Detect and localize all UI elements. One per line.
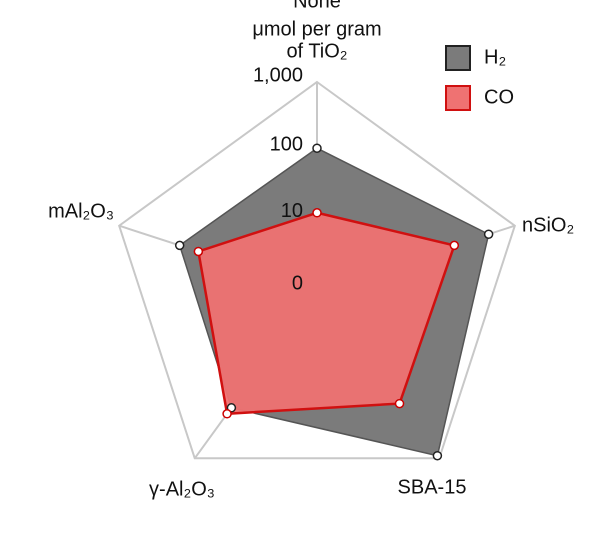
axis-label: mAl₂O₃ bbox=[48, 200, 114, 222]
data-point bbox=[312, 143, 322, 153]
axis-label: γ-Al₂O₃ bbox=[149, 478, 215, 500]
data-point bbox=[174, 240, 185, 251]
series-area bbox=[196, 211, 456, 416]
legend-label: CO bbox=[484, 86, 514, 108]
axis-label: None bbox=[293, 0, 341, 12]
legend-label: H₂ bbox=[484, 46, 506, 68]
legend-swatch bbox=[445, 45, 471, 71]
axis-label: SBA-15 bbox=[398, 476, 467, 498]
grid-ring bbox=[118, 80, 516, 460]
data-point bbox=[394, 398, 405, 409]
r-tick-label: 10 bbox=[281, 200, 303, 222]
r-tick-label: 1,000 bbox=[253, 64, 303, 86]
data-point bbox=[449, 240, 460, 251]
data-point bbox=[193, 246, 204, 257]
r-tick-label: 100 bbox=[270, 133, 303, 155]
axis-label: nSiO₂ bbox=[522, 214, 574, 236]
data-point bbox=[312, 208, 322, 218]
annotation: of TiO₂ bbox=[286, 40, 347, 62]
annotation: μmol per gram bbox=[252, 18, 381, 40]
r-tick-label: 0 bbox=[292, 272, 303, 294]
legend-swatch bbox=[445, 85, 471, 111]
data-point bbox=[432, 450, 443, 461]
data-point bbox=[222, 409, 232, 419]
data-point bbox=[483, 229, 494, 239]
